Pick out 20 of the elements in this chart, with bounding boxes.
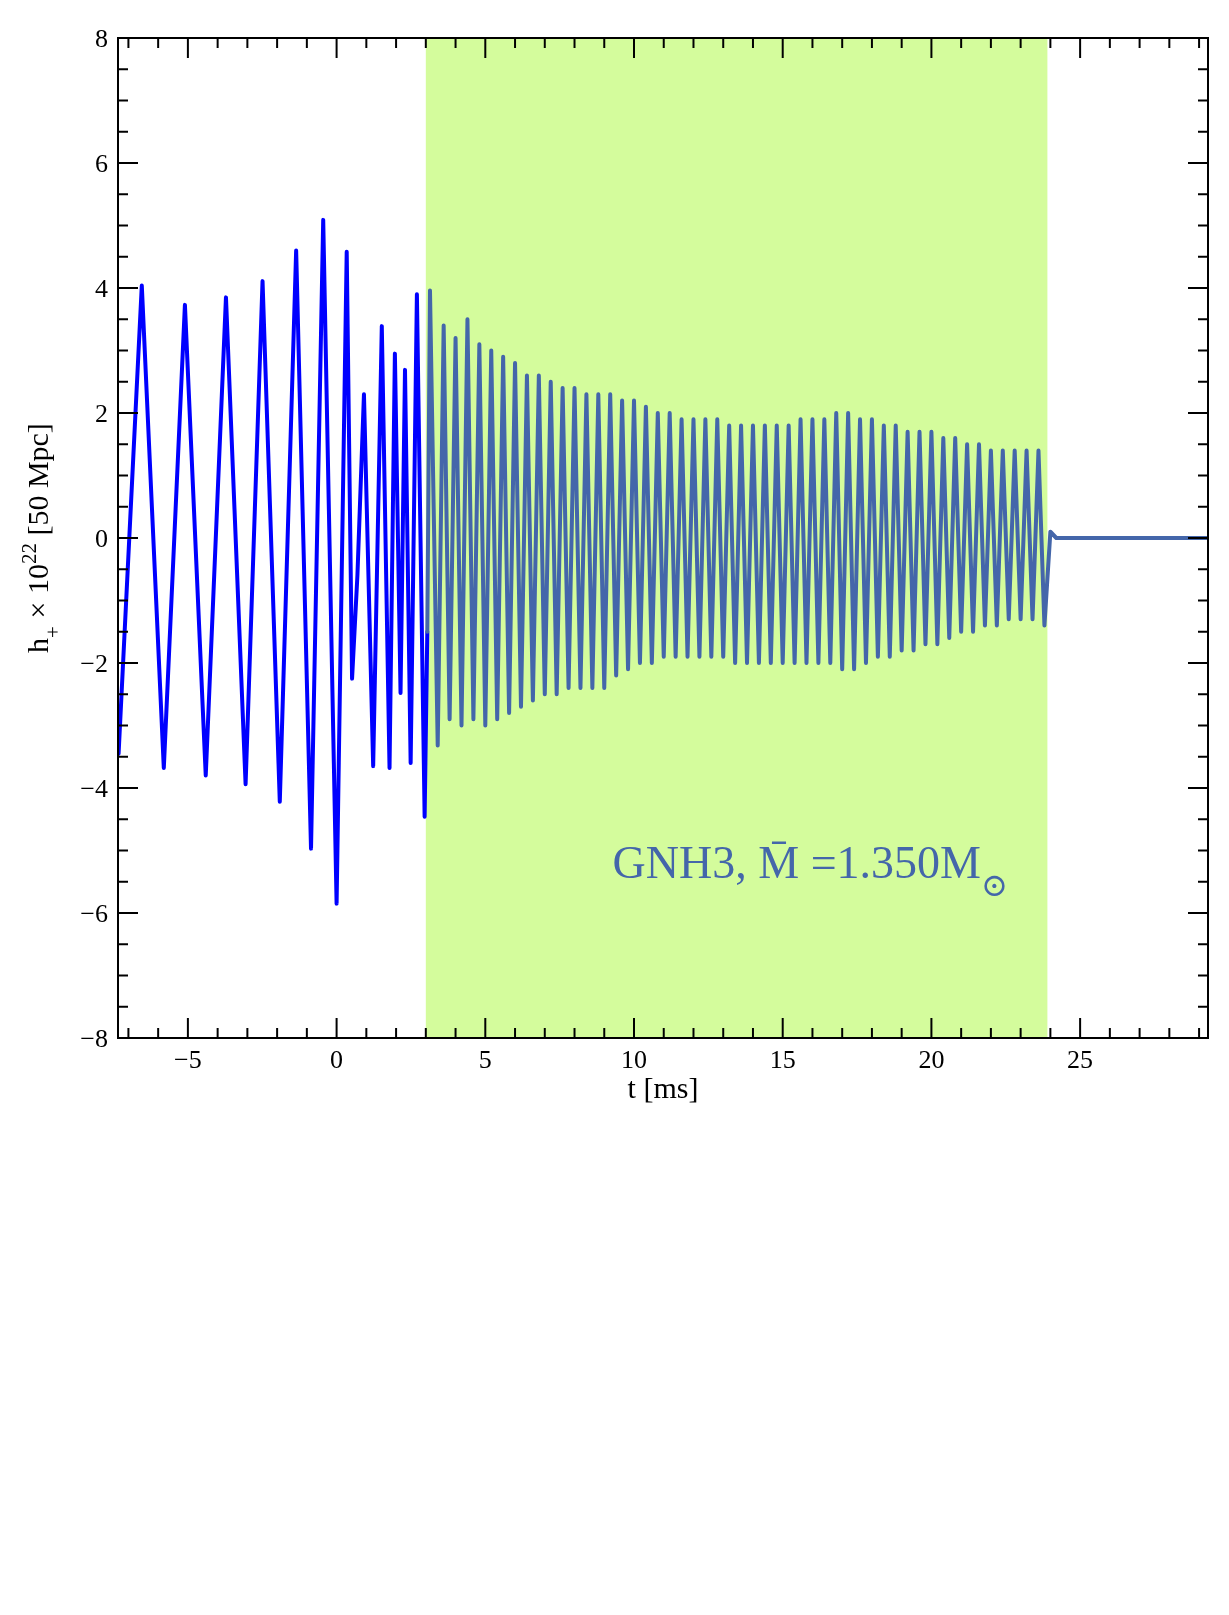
x-tick-label: 15	[769, 1045, 796, 1074]
line-series	[425, 288, 1208, 748]
line-series	[118, 217, 430, 906]
x-tick-label: 20	[918, 1045, 945, 1074]
y-tick-label: 4	[95, 274, 108, 303]
annotation: GNH3, M̄ =1.350M$_{⊙}$	[612, 837, 1008, 903]
x-tick-label: 25	[1067, 1045, 1094, 1074]
x-tick-label: 0	[330, 1045, 344, 1074]
y-tick-label: 8	[95, 24, 108, 53]
x-axis-title: t [ms]	[627, 1071, 699, 1104]
y-tick-label: −4	[80, 774, 108, 803]
y-tick-label: −8	[80, 1024, 108, 1053]
y-tick-label: 6	[95, 149, 108, 178]
y-tick-label: 2	[95, 399, 108, 428]
x-tick-label: 10	[621, 1045, 647, 1074]
x-tick-label: 5	[478, 1045, 492, 1074]
y-tick-label: 0	[95, 524, 108, 553]
y-tick-label: −2	[80, 649, 108, 678]
y-tick-label: −6	[80, 899, 108, 928]
x-tick-label: −5	[174, 1045, 202, 1074]
